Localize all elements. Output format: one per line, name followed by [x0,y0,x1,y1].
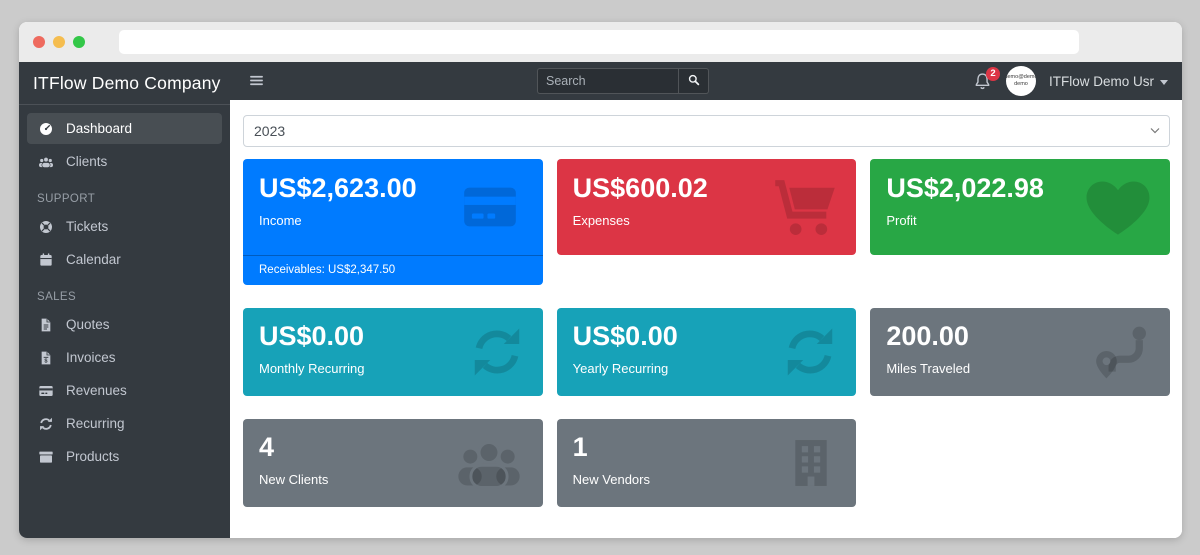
avatar[interactable]: demo@demo demo [1005,66,1036,96]
sidebar: ITFlow Demo Company Dashboard Clients SU… [19,62,230,538]
users-icon [451,428,527,498]
stat-cards-grid: US$2,623.00 Income Receivables: US$2,347… [243,159,1170,507]
dashboard-main: 2023 US$2,623.00 Income [230,100,1182,538]
new-vendors-card: 1 New Vendors [556,419,857,507]
sidebar-item-dashboard[interactable]: Dashboard [27,113,222,144]
window-maximize-button[interactable] [73,36,85,48]
sidebar-item-label: Recurring [66,416,125,431]
user-name: ITFlow Demo Usr [1048,73,1154,89]
sync-icon [37,415,54,432]
sync-icon [467,322,527,382]
caret-down-icon [1160,79,1168,85]
sidebar-item-invoices[interactable]: Invoices [27,342,222,373]
miles-traveled-label: Miles Traveled [886,361,971,377]
profit-label: Profit [886,213,917,229]
file-invoice-dollar-icon [37,349,54,366]
notifications-button[interactable]: 2 [972,66,1000,92]
sidebar-item-products[interactable]: Products [27,441,222,472]
sidebar-item-quotes[interactable]: Quotes [27,309,222,340]
monthly-recurring-label: Monthly Recurring [259,361,365,377]
window-close-button[interactable] [33,36,45,48]
gauge-icon [37,120,54,137]
route-icon [1092,321,1154,383]
browser-window: ITFlow Demo Company Dashboard Clients SU… [19,22,1182,538]
shopping-cart-icon [770,172,840,242]
expenses-value: US$600.02 [572,173,708,203]
expenses-label: Expenses [572,213,630,229]
new-vendors-value: 1 [572,432,588,462]
miles-traveled-value: 200.00 [886,321,969,351]
search-input[interactable] [538,69,678,93]
sidebar-item-clients[interactable]: Clients [27,146,222,177]
heart-icon [1082,171,1154,243]
sidebar-item-label: Dashboard [66,121,133,136]
sidebar-item-label: Tickets [66,219,109,234]
sidebar-item-calendar[interactable]: Calendar [27,244,222,275]
notification-count-badge: 2 [985,66,1000,81]
building-icon [782,434,840,492]
search-icon [687,73,701,90]
sidebar-item-label: Quotes [66,317,110,332]
yearly-recurring-value: US$0.00 [572,321,678,351]
url-bar[interactable] [119,30,1079,54]
sidebar-item-label: Products [66,449,120,464]
new-clients-value: 4 [259,432,275,462]
sidebar-item-label: Calendar [66,252,121,267]
sidebar-item-tickets[interactable]: Tickets [27,211,222,242]
expenses-card: US$600.02 Expenses [556,159,857,255]
sidebar-item-label: Clients [66,154,108,169]
sidebar-item-label: Revenues [66,383,127,398]
top-navbar: 2 demo@demo demo ITFlow Demo Usr [230,62,1182,100]
income-receivables[interactable]: Receivables: US$2,347.50 [243,255,543,285]
sidebar-nav: Dashboard Clients SUPPORT Tickets Calend… [19,105,230,482]
hamburger-menu-icon[interactable] [248,72,266,90]
sidebar-item-revenues[interactable]: Revenues [27,375,222,406]
year-select[interactable]: 2023 [243,115,1170,147]
new-clients-card: 4 New Clients [243,419,543,507]
sidebar-item-label: Invoices [66,350,116,365]
sidebar-brand[interactable]: ITFlow Demo Company [19,62,230,105]
income-value: US$2,623.00 [259,173,417,203]
sidebar-section-support: SUPPORT [37,193,96,205]
profit-value: US$2,022.98 [886,173,1044,203]
credit-card-icon [453,176,527,238]
search-button[interactable] [678,69,708,93]
sidebar-section-sales: SALES [37,291,77,303]
income-card: US$2,623.00 Income Receivables: US$2,347… [243,159,543,285]
box-icon [37,448,54,465]
new-vendors-label: New Vendors [572,472,650,488]
new-clients-label: New Clients [259,472,329,488]
profit-card: US$2,022.98 Profit [870,159,1170,255]
browser-titlebar [19,22,1182,62]
income-label: Income [259,213,302,229]
window-minimize-button[interactable] [53,36,65,48]
yearly-recurring-card: US$0.00 Yearly Recurring [556,308,857,396]
users-icon [37,153,54,170]
miles-traveled-card: 200.00 Miles Traveled [870,308,1170,396]
monthly-recurring-value: US$0.00 [259,321,365,351]
credit-card-icon [37,382,54,399]
life-ring-icon [37,218,54,235]
file-icon [37,316,54,333]
user-menu[interactable]: ITFlow Demo Usr [1049,74,1168,89]
calendar-icon [37,251,54,268]
monthly-recurring-card: US$0.00 Monthly Recurring [243,308,543,396]
yearly-recurring-label: Yearly Recurring [572,361,669,377]
search-box [537,68,709,94]
sync-icon [780,322,840,382]
sidebar-item-recurring[interactable]: Recurring [27,408,222,439]
